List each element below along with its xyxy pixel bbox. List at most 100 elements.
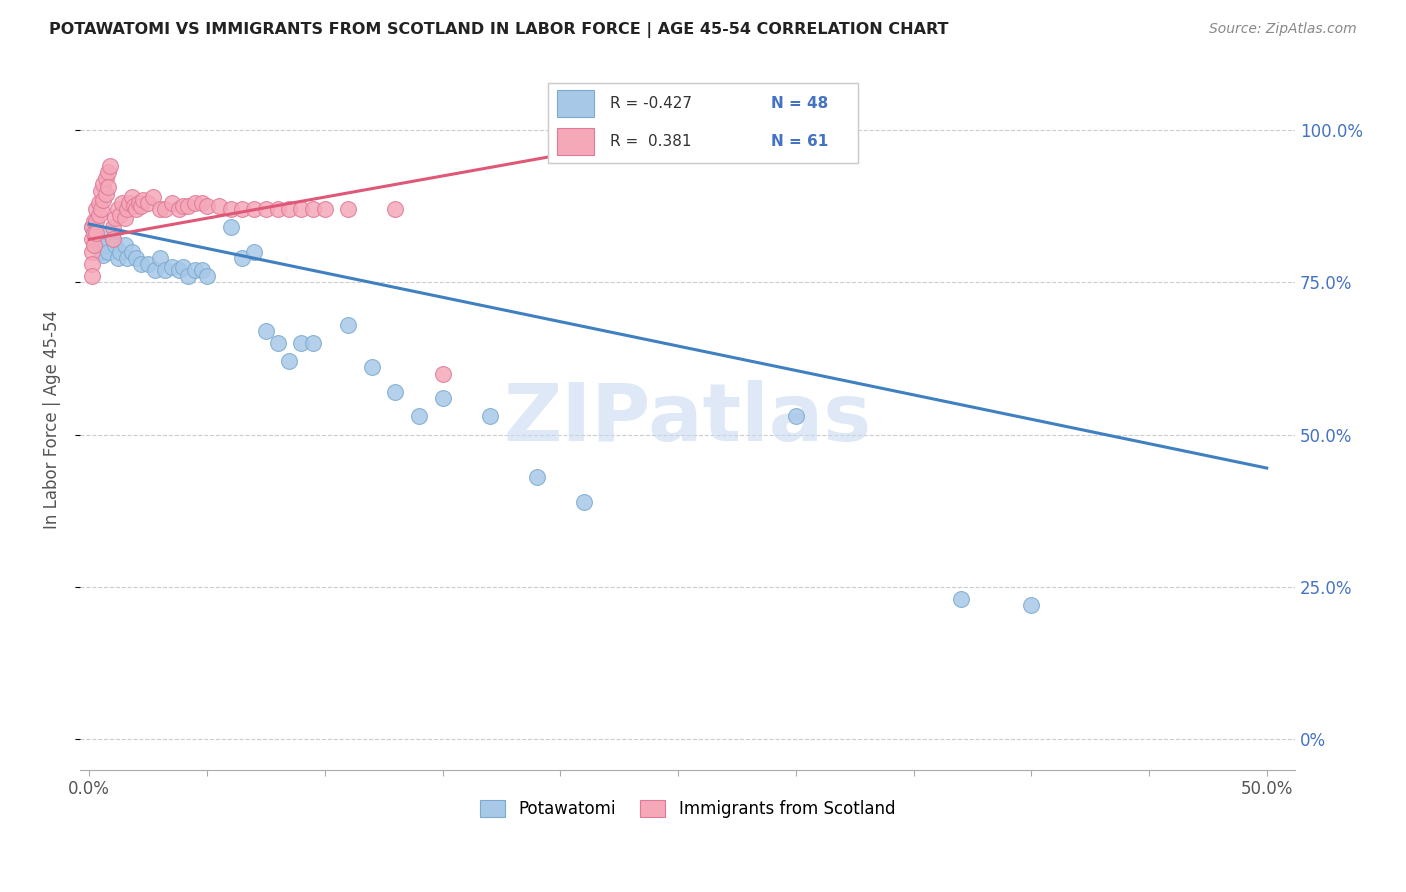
Point	[107, 202, 129, 216]
Point	[90, 244, 112, 259]
Point	[129, 257, 152, 271]
Point	[278, 202, 301, 216]
Point	[80, 257, 103, 271]
Point	[314, 202, 336, 216]
Point	[118, 195, 141, 210]
Point	[86, 232, 108, 246]
Point	[526, 470, 548, 484]
Point	[104, 238, 127, 252]
Point	[93, 193, 115, 207]
Point	[101, 220, 124, 235]
Point	[290, 202, 312, 216]
Point	[302, 202, 325, 216]
Point	[108, 244, 131, 259]
Point	[254, 324, 277, 338]
Point	[337, 318, 360, 332]
Point	[231, 202, 253, 216]
Point	[254, 202, 277, 216]
Text: POTAWATOMI VS IMMIGRANTS FROM SCOTLAND IN LABOR FORCE | AGE 45-54 CORRELATION CH: POTAWATOMI VS IMMIGRANTS FROM SCOTLAND I…	[49, 22, 949, 38]
Point	[160, 195, 183, 210]
Point	[360, 360, 382, 375]
Point	[243, 244, 266, 259]
Point	[136, 257, 159, 271]
Point	[337, 202, 360, 216]
Y-axis label: In Labor Force | Age 45-54: In Labor Force | Age 45-54	[44, 310, 60, 529]
Point	[160, 260, 183, 274]
Point	[115, 202, 138, 216]
Text: Source: ZipAtlas.com: Source: ZipAtlas.com	[1209, 22, 1357, 37]
Point	[184, 195, 207, 210]
Point	[195, 199, 218, 213]
Point	[191, 195, 214, 210]
Point	[278, 354, 301, 368]
Point	[122, 199, 145, 213]
Point	[177, 199, 200, 213]
Point	[153, 202, 176, 216]
Point	[219, 220, 242, 235]
Point	[1019, 599, 1042, 613]
Point	[108, 208, 131, 222]
Point	[83, 226, 105, 240]
Point	[149, 202, 172, 216]
Point	[87, 195, 110, 210]
Point	[184, 262, 207, 277]
Point	[83, 226, 105, 240]
Point	[107, 251, 129, 265]
Point	[153, 262, 176, 277]
Text: ZIPatlas: ZIPatlas	[503, 380, 872, 458]
Point	[104, 211, 127, 225]
Point	[90, 184, 112, 198]
Point	[87, 238, 110, 252]
Point	[167, 202, 190, 216]
Point	[408, 409, 430, 424]
Point	[129, 199, 152, 213]
Point	[572, 494, 595, 508]
Point	[949, 592, 972, 607]
Point	[231, 251, 253, 265]
Point	[87, 208, 110, 222]
Point	[432, 391, 454, 405]
Point	[173, 199, 195, 213]
Point	[80, 232, 103, 246]
Point	[83, 214, 105, 228]
Point	[100, 226, 122, 240]
Point	[167, 262, 190, 277]
Point	[121, 189, 143, 203]
Point	[136, 195, 159, 210]
Point	[266, 336, 288, 351]
Point	[266, 202, 288, 216]
Point	[114, 238, 136, 252]
Point	[90, 202, 112, 216]
Point	[290, 336, 312, 351]
Point	[195, 268, 218, 283]
Point	[97, 244, 120, 259]
Point	[243, 202, 266, 216]
Point	[114, 211, 136, 225]
Point	[219, 202, 242, 216]
Point	[125, 202, 148, 216]
Point	[94, 238, 117, 252]
Point	[101, 232, 124, 246]
Point	[384, 384, 406, 399]
Point	[149, 251, 172, 265]
Point	[86, 226, 108, 240]
Point	[125, 251, 148, 265]
Point	[177, 268, 200, 283]
Point	[80, 244, 103, 259]
Point	[128, 195, 150, 210]
Point	[384, 202, 406, 216]
Point	[142, 189, 165, 203]
Point	[94, 186, 117, 201]
Point	[478, 409, 501, 424]
Point	[101, 232, 124, 246]
Point	[432, 367, 454, 381]
Point	[100, 159, 122, 173]
Point	[785, 409, 807, 424]
Point	[143, 262, 166, 277]
Point	[93, 178, 115, 192]
Point	[111, 195, 134, 210]
Point	[80, 220, 103, 235]
Point	[121, 244, 143, 259]
Point	[173, 260, 195, 274]
Point	[80, 220, 103, 235]
